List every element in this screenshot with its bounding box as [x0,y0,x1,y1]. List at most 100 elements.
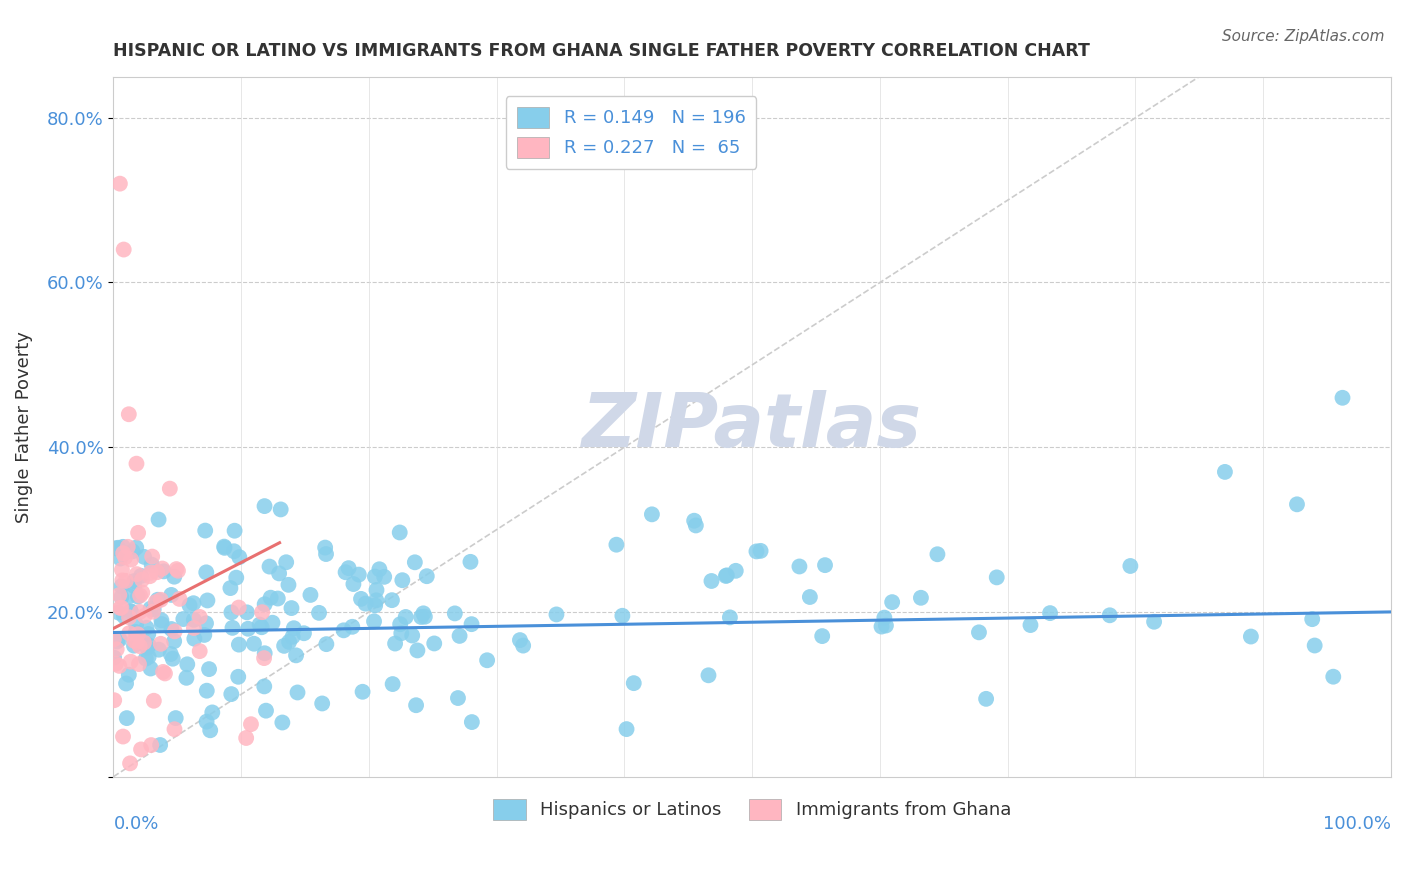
Point [110,600,132,615]
Point [700,574,723,588]
Point [789,559,811,574]
Text: ZIPatlas: ZIPatlas [582,390,922,463]
Point [150,617,173,632]
Point [183,613,205,627]
Point [118,610,141,624]
Point [364,599,387,613]
Point [875,618,897,632]
Point [127,590,149,604]
Point [352,685,374,699]
Point [129,569,152,583]
Point [697,668,720,682]
Point [103,650,125,665]
Point [623,676,645,690]
Text: 100.0%: 100.0% [1323,815,1391,833]
Point [366,582,388,597]
Point [724,564,747,578]
Point [153,666,176,681]
Point [814,558,837,573]
Point [714,569,737,583]
Point [105,634,128,648]
Legend: Hispanics or Latinos, Immigrants from Ghana: Hispanics or Latinos, Immigrants from Gh… [486,792,1018,827]
Point [221,606,243,620]
Point [1240,630,1263,644]
Point [104,657,127,671]
Point [612,608,634,623]
Point [195,616,218,631]
Point [249,617,271,632]
Point [169,591,191,606]
Point [179,599,201,613]
Point [146,592,169,607]
Point [910,591,932,605]
Point [221,687,243,701]
Point [167,564,190,578]
Point [1285,497,1308,511]
Point [197,593,219,607]
Point [509,633,531,648]
Point [114,550,136,565]
Point [412,607,434,621]
Point [111,563,134,577]
Point [641,508,664,522]
Point [163,624,186,639]
Point [165,711,187,725]
Point [811,629,834,643]
Point [366,593,388,607]
Point [1303,639,1326,653]
Point [254,704,277,718]
Point [136,640,159,655]
Point [449,629,471,643]
Point [163,570,186,584]
Point [354,597,377,611]
Point [1322,670,1344,684]
Point [605,538,627,552]
Point [152,565,174,579]
Point [110,551,132,566]
Point [243,637,266,651]
Point [141,738,163,752]
Point [193,628,215,642]
Point [183,621,205,635]
Point [125,617,148,632]
Point [138,649,160,664]
Point [125,625,148,640]
Point [271,715,294,730]
Text: HISPANIC OR LATINO VS IMMIGRANTS FROM GHANA SINGLE FATHER POVERTY CORRELATION CH: HISPANIC OR LATINO VS IMMIGRANTS FROM GH… [114,42,1091,60]
Point [162,651,184,665]
Point [395,610,418,624]
Point [799,590,821,604]
Point [120,605,142,619]
Point [335,566,357,580]
Point [1019,618,1042,632]
Point [1143,615,1166,629]
Point [142,605,165,619]
Point [118,626,141,640]
Point [718,610,741,624]
Point [225,571,247,585]
Point [475,653,498,667]
Point [228,638,250,652]
Point [120,756,142,771]
Point [299,588,322,602]
Point [131,573,153,587]
Point [125,567,148,582]
Point [406,643,429,657]
Point [200,723,222,738]
Point [253,679,276,693]
Point [108,632,131,647]
Point [716,568,738,582]
Point [159,647,181,661]
Point [125,635,148,649]
Point [314,541,336,555]
Point [259,559,281,574]
Point [239,717,262,731]
Point [108,588,131,602]
Point [222,544,245,558]
Point [141,549,163,564]
Point [253,646,276,660]
Point [111,574,134,588]
Point [115,676,138,690]
Point [1213,465,1236,479]
Y-axis label: Single Father Poverty: Single Father Poverty [15,331,32,523]
